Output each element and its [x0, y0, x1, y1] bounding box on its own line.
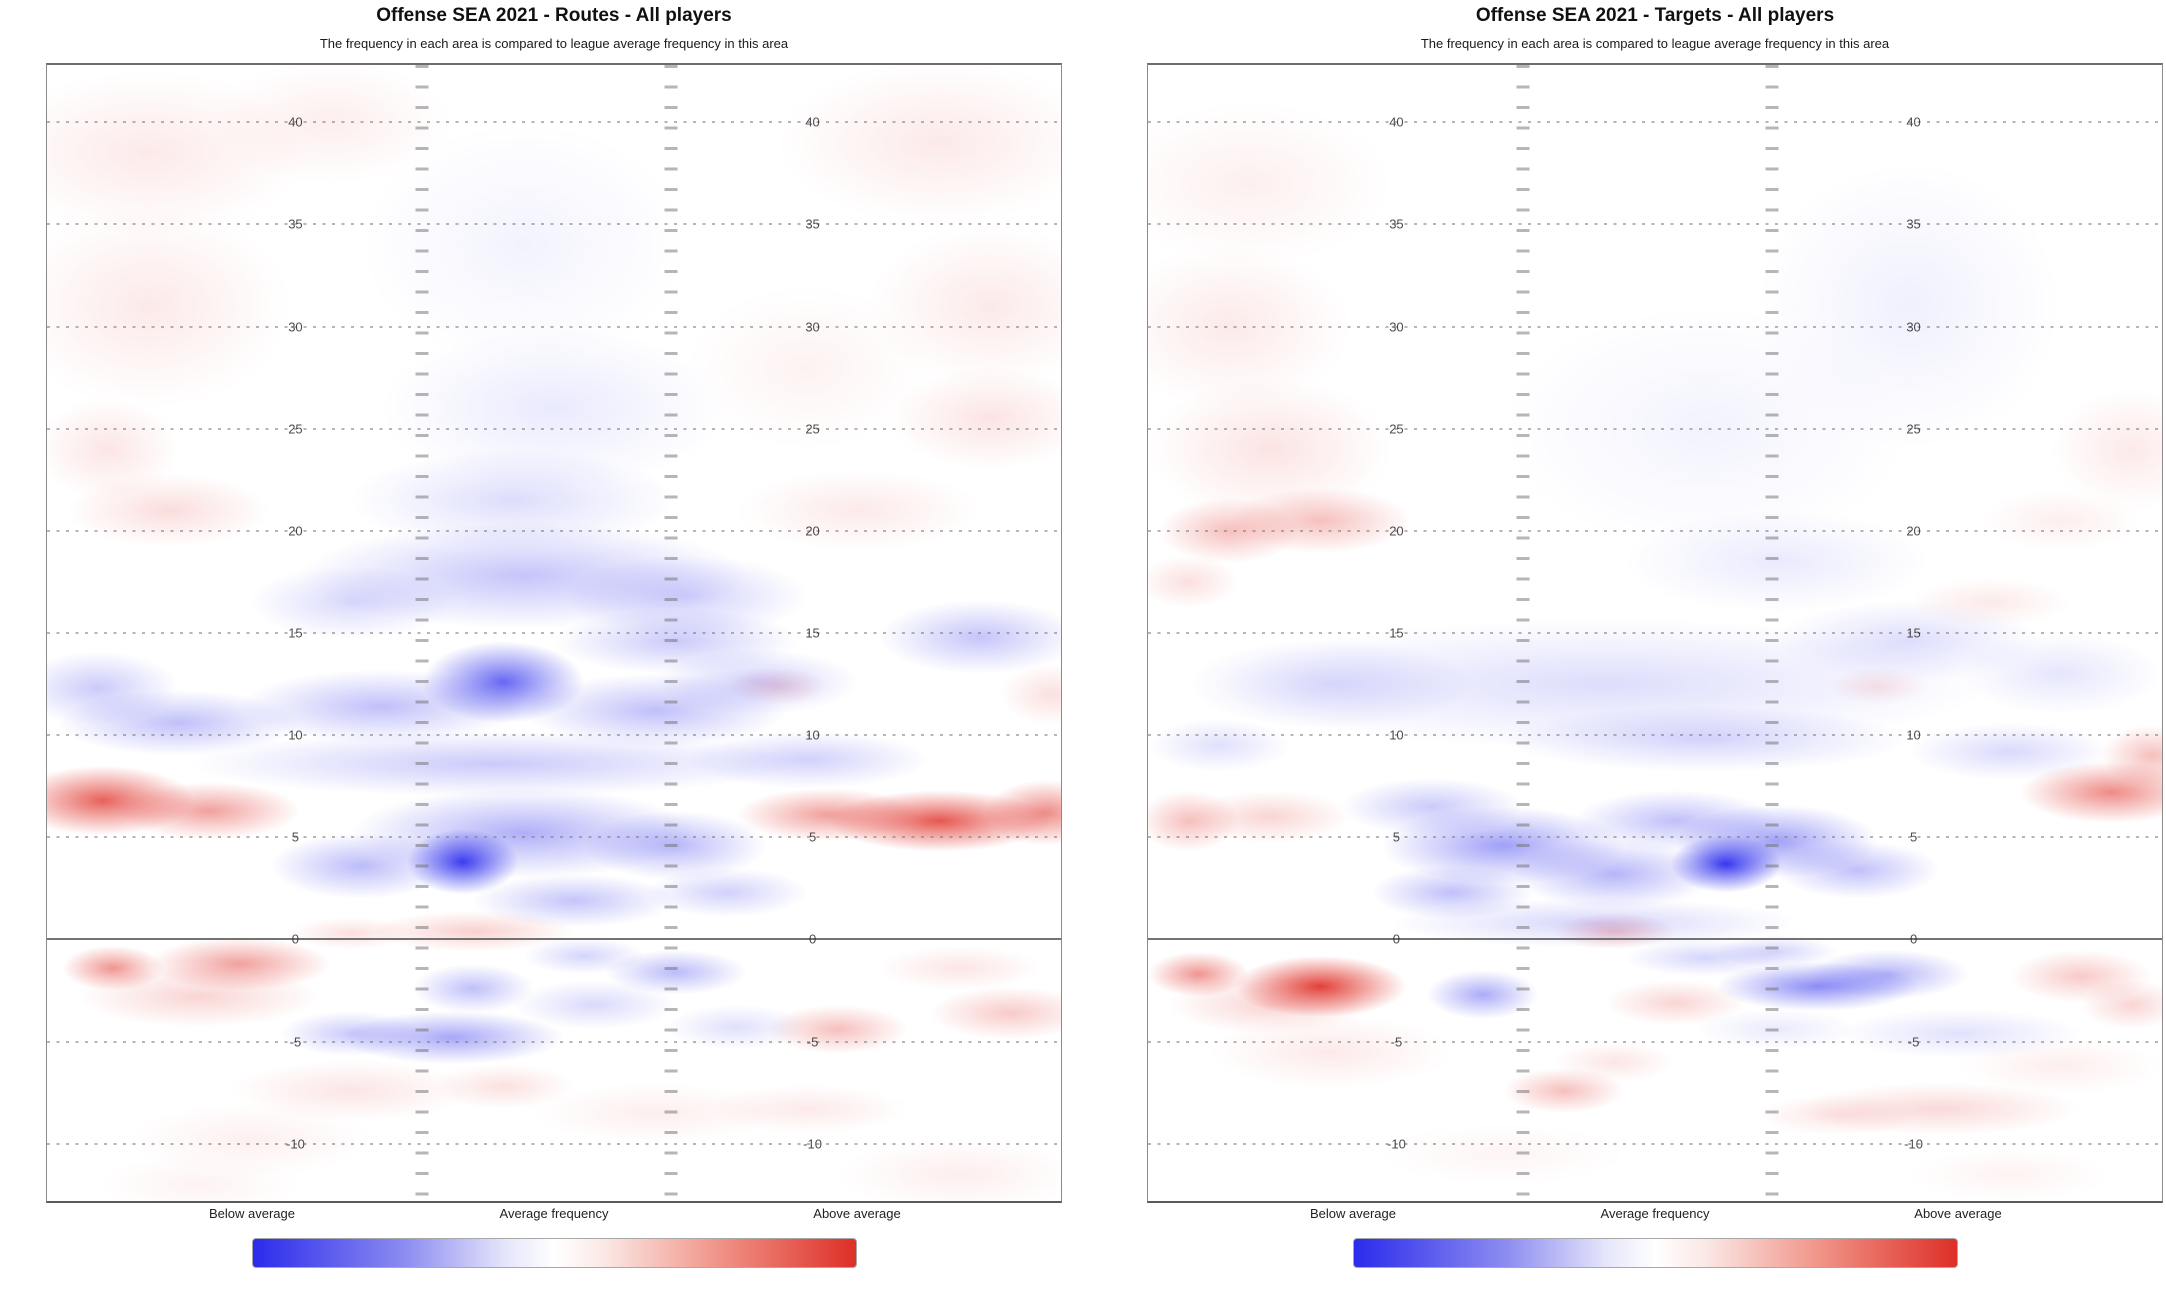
yard-number-label: 40: [1906, 114, 1921, 130]
yard-number-label: -5: [1907, 1034, 1920, 1050]
chart-routes: Offense SEA 2021 - Routes - All players …: [46, 0, 1062, 1304]
yard-number-label: 30: [1906, 319, 1921, 335]
yard-number-label: 35: [805, 216, 820, 232]
field-plot: 40 40 35 35 30 30 25 25 20 20 15 15 10 10 5 5 0 0 -5 -5 -10 -…: [1147, 63, 2163, 1203]
yard-number-label: 0: [1909, 931, 1918, 947]
yard-line: [47, 325, 1061, 328]
legend-average-frequency: Average frequency: [1600, 1206, 1710, 1221]
yard-line: [1148, 223, 2162, 226]
field-plot: 40 40 35 35 30 30 25 25 20 20 15 15 10 10 5 5 0 0 -5 -5 -10 -…: [46, 63, 1062, 1203]
yard-number-label: 5: [808, 829, 817, 845]
colorbar: [1353, 1238, 1958, 1268]
yard-line: [1148, 734, 2162, 737]
yard-number-label: 15: [1906, 625, 1921, 641]
yard-number-label: -10: [286, 1136, 305, 1152]
yard-number-label: -5: [806, 1034, 819, 1050]
yard-number-label: 20: [805, 523, 820, 539]
yard-line: [47, 734, 1061, 737]
legend-below-average: Below average: [209, 1206, 295, 1221]
yard-number-label: 0: [291, 931, 300, 947]
yard-number-label: 10: [1906, 727, 1921, 743]
yard-number-label: -10: [803, 1136, 822, 1152]
yard-line: [1148, 427, 2162, 430]
colorbar: [252, 1238, 857, 1268]
yard-number-label: 30: [288, 319, 303, 335]
legend-above-average: Above average: [1914, 1206, 2002, 1221]
legend-above-average: Above average: [813, 1206, 901, 1221]
yard-number-label: 40: [805, 114, 820, 130]
yard-number-label: 25: [1906, 421, 1921, 437]
chart-subtitle: The frequency in each area is compared t…: [319, 36, 789, 51]
yard-number-label: 0: [808, 931, 817, 947]
yard-line: [47, 836, 1061, 839]
yard-number-label: 25: [805, 421, 820, 437]
yard-line: [47, 121, 1061, 124]
yard-number-label: 15: [1389, 625, 1404, 641]
yard-line: [47, 1040, 1061, 1043]
yard-line: [1148, 325, 2162, 328]
yard-number-label: -5: [289, 1034, 302, 1050]
yard-number-label: 15: [288, 625, 303, 641]
yard-line: [1148, 121, 2162, 124]
yard-line: [1148, 529, 2162, 532]
yard-number-label: 25: [1389, 421, 1404, 437]
yard-line: [47, 427, 1061, 430]
yard-number-label: 5: [1909, 829, 1918, 845]
scrimmage-line: [1148, 938, 2162, 941]
yard-number-label: 40: [1389, 114, 1404, 130]
yard-number-label: 20: [288, 523, 303, 539]
yard-number-label: 35: [288, 216, 303, 232]
yard-line: [1148, 632, 2162, 634]
yard-line: [47, 223, 1061, 226]
yard-number-label: -5: [1390, 1034, 1403, 1050]
legend-below-average: Below average: [1310, 1206, 1396, 1221]
yard-number-label: 5: [1392, 829, 1401, 845]
yard-line: [1148, 1040, 2162, 1043]
yard-number-label: 15: [805, 625, 820, 641]
yard-number-label: -10: [1904, 1136, 1923, 1152]
yard-number-label: 30: [1389, 319, 1404, 335]
yard-line: [1148, 1142, 2162, 1145]
yard-number-label: 0: [1392, 931, 1401, 947]
chart-subtitle: The frequency in each area is compared t…: [1420, 36, 1890, 51]
yard-line: [47, 529, 1061, 532]
yard-number-label: 10: [1389, 727, 1404, 743]
chart-targets: Offense SEA 2021 - Targets - All players…: [1147, 0, 2163, 1304]
legend-average-frequency: Average frequency: [499, 1206, 609, 1221]
chart-title: Offense SEA 2021 - Routes - All players: [376, 5, 732, 26]
yard-number-label: -10: [1387, 1136, 1406, 1152]
yard-number-label: 10: [288, 727, 303, 743]
yard-number-label: 10: [805, 727, 820, 743]
yard-number-label: 20: [1389, 523, 1404, 539]
yard-line: [47, 1142, 1061, 1145]
yard-line: [47, 632, 1061, 634]
chart-title: Offense SEA 2021 - Targets - All players: [1475, 5, 1835, 26]
yard-number-label: 40: [288, 114, 303, 130]
yard-number-label: 35: [1906, 216, 1921, 232]
yard-number-label: 20: [1906, 523, 1921, 539]
scrimmage-line: [47, 938, 1061, 941]
yard-number-label: 30: [805, 319, 820, 335]
yard-number-label: 25: [288, 421, 303, 437]
yard-line: [1148, 836, 2162, 839]
yard-number-label: 35: [1389, 216, 1404, 232]
yard-number-label: 5: [291, 829, 300, 845]
